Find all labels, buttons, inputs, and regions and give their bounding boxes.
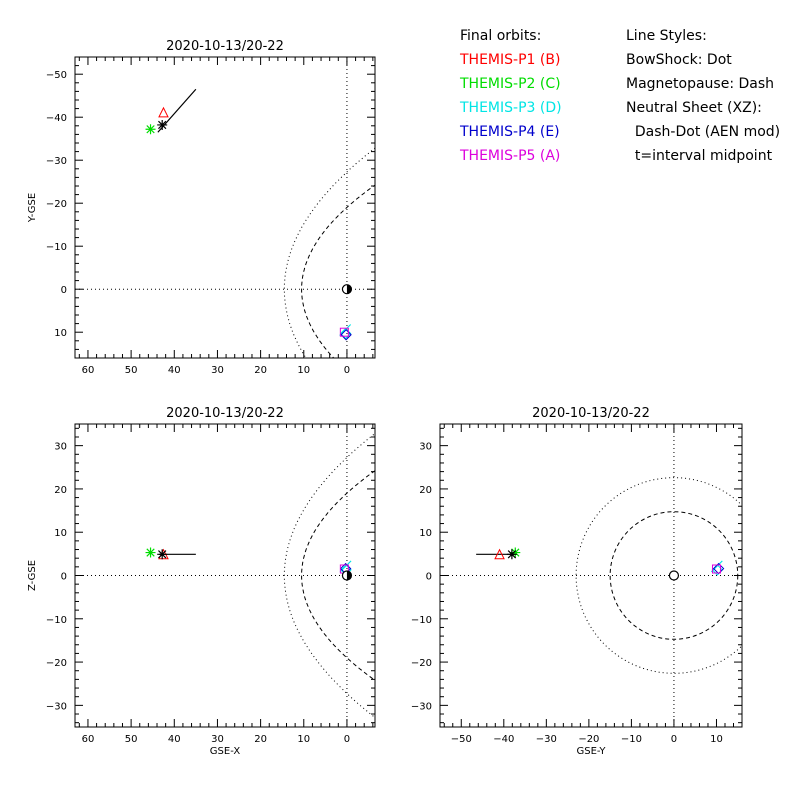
x-tick-label: 20 bbox=[254, 734, 267, 745]
plot-panel-1: 2020-10-13/20-22 60 50 40 30 20 10 0 −50 −40 −30 −2… bbox=[27, 39, 376, 376]
plot-title: 2020-10-13/20-22 bbox=[166, 39, 284, 54]
x-tick-label: 60 bbox=[82, 365, 95, 376]
y-tick-label: −20 bbox=[46, 199, 67, 210]
marker-themis-p5 bbox=[711, 564, 721, 574]
marker-themis-p1 bbox=[158, 106, 169, 118]
y-tick-label: −30 bbox=[46, 156, 67, 167]
y-tick-label: −50 bbox=[46, 70, 67, 81]
y-tick-label: 30 bbox=[54, 442, 67, 453]
marker-themis-p4 bbox=[340, 329, 352, 341]
marker-midpoint bbox=[506, 549, 517, 560]
x-tick-label: −50 bbox=[451, 734, 472, 745]
y-tick-label: −10 bbox=[46, 242, 67, 253]
final-orbits-legend: Final orbits: THEMIS-P1 (B) THEMIS-P2 (C… bbox=[460, 24, 562, 168]
y-tick-label: 0 bbox=[61, 572, 67, 583]
legend-item-p1: THEMIS-P1 (B) bbox=[460, 52, 561, 68]
final-orbits-title: Final orbits: bbox=[460, 28, 542, 44]
x-tick-label: −20 bbox=[578, 734, 599, 745]
y-tick-label: −40 bbox=[46, 113, 67, 124]
x-tick-label: −30 bbox=[536, 734, 557, 745]
line-styles-title: Line Styles: bbox=[626, 28, 707, 44]
magnetopause-curve bbox=[301, 184, 375, 358]
earth-night-side bbox=[346, 571, 352, 580]
y-tick-label: 0 bbox=[426, 572, 432, 583]
x-tick-label: 0 bbox=[671, 734, 677, 745]
y-tick-label: −20 bbox=[46, 658, 67, 669]
bowshock-curve bbox=[283, 147, 375, 358]
marker-themis-p3 bbox=[339, 327, 352, 340]
magnetopause-curve bbox=[609, 511, 739, 640]
earth-marker bbox=[668, 570, 680, 581]
x-tick-label: 30 bbox=[211, 734, 224, 745]
x-tick-label: 40 bbox=[168, 734, 181, 745]
marker-themis-p2 bbox=[510, 547, 521, 558]
x-tick-label: 50 bbox=[125, 365, 138, 376]
plot-title: 2020-10-13/20-22 bbox=[166, 406, 284, 421]
y-tick-label: −30 bbox=[411, 701, 432, 712]
marker-themis-p5 bbox=[339, 327, 349, 337]
x-tick-label: 0 bbox=[344, 365, 350, 376]
y-axis-label: Y-GSE bbox=[27, 193, 38, 223]
plot-frame bbox=[74, 56, 376, 359]
style-item-neutral-sheet: Neutral Sheet (XZ): bbox=[626, 100, 762, 116]
x-tick-label: −40 bbox=[493, 734, 514, 745]
y-tick-label: −20 bbox=[411, 658, 432, 669]
style-item-magnetopause: Magnetopause: Dash bbox=[626, 76, 775, 92]
plot-panel-2: 2020-10-13/20-22 60 50 40 30 20 10 0 −30 −20 −10 0 1… bbox=[27, 406, 376, 757]
legend-item-p5: THEMIS-P5 (A) bbox=[460, 148, 561, 164]
style-item-bowshock: BowShock: Dot bbox=[626, 52, 732, 68]
style-item-dash-dot: Dash-Dot (AEN mod) bbox=[626, 124, 781, 140]
plot-area bbox=[75, 424, 375, 727]
marker-midpoint bbox=[157, 119, 168, 130]
marker-midpoint bbox=[157, 549, 168, 560]
x-axis-label: GSE-Y bbox=[577, 746, 607, 757]
x-tick-label: 10 bbox=[710, 734, 723, 745]
y-tick-label: 20 bbox=[54, 485, 67, 496]
y-tick-label: −30 bbox=[46, 701, 67, 712]
x-tick-label: 40 bbox=[168, 365, 181, 376]
x-tick-label: 60 bbox=[82, 734, 95, 745]
y-tick-label: 10 bbox=[54, 328, 67, 339]
y-tick-label: 30 bbox=[419, 442, 432, 453]
bowshock-curve bbox=[283, 432, 375, 719]
style-item-midpoint: t=interval midpoint bbox=[626, 148, 773, 164]
x-axis-label: GSE-X bbox=[210, 746, 241, 757]
marker-themis-p4 bbox=[712, 562, 725, 575]
plot-area bbox=[75, 57, 375, 358]
plot-title: 2020-10-13/20-22 bbox=[532, 406, 650, 421]
y-tick-label: 10 bbox=[419, 528, 432, 539]
marker-themis-p1 bbox=[494, 548, 505, 560]
plot-area bbox=[440, 424, 742, 727]
x-tick-label: 10 bbox=[297, 734, 310, 745]
y-tick-label: 0 bbox=[61, 285, 67, 296]
x-tick-label: 10 bbox=[297, 365, 310, 376]
marker-themis-p2 bbox=[145, 124, 156, 135]
x-tick-label: 50 bbox=[125, 734, 138, 745]
y-tick-label: −10 bbox=[411, 615, 432, 626]
x-tick-label: −10 bbox=[621, 734, 642, 745]
line-styles-legend: Line Styles: BowShock: Dot Magnetopause:… bbox=[626, 24, 780, 168]
y-tick-label: 10 bbox=[54, 528, 67, 539]
y-axis-label: Z-GSE bbox=[27, 560, 38, 591]
earth-night-side bbox=[346, 284, 352, 294]
marker-themis-p2 bbox=[145, 547, 156, 558]
x-tick-label: 20 bbox=[254, 365, 267, 376]
y-tick-label: 20 bbox=[419, 485, 432, 496]
bowshock-curve bbox=[575, 477, 742, 674]
plot-panel-3: 2020-10-13/20-22 −50 −40 −30 −20 −10 0 10 −30 −20… bbox=[411, 406, 743, 757]
legend-item-p3: THEMIS-P3 (D) bbox=[460, 100, 562, 116]
legend-item-p2: THEMIS-P2 (C) bbox=[460, 76, 561, 92]
y-tick-label: −10 bbox=[46, 615, 67, 626]
legend-item-p4: THEMIS-P4 (E) bbox=[460, 124, 560, 140]
x-tick-label: 30 bbox=[211, 365, 224, 376]
x-tick-label: 0 bbox=[344, 734, 350, 745]
